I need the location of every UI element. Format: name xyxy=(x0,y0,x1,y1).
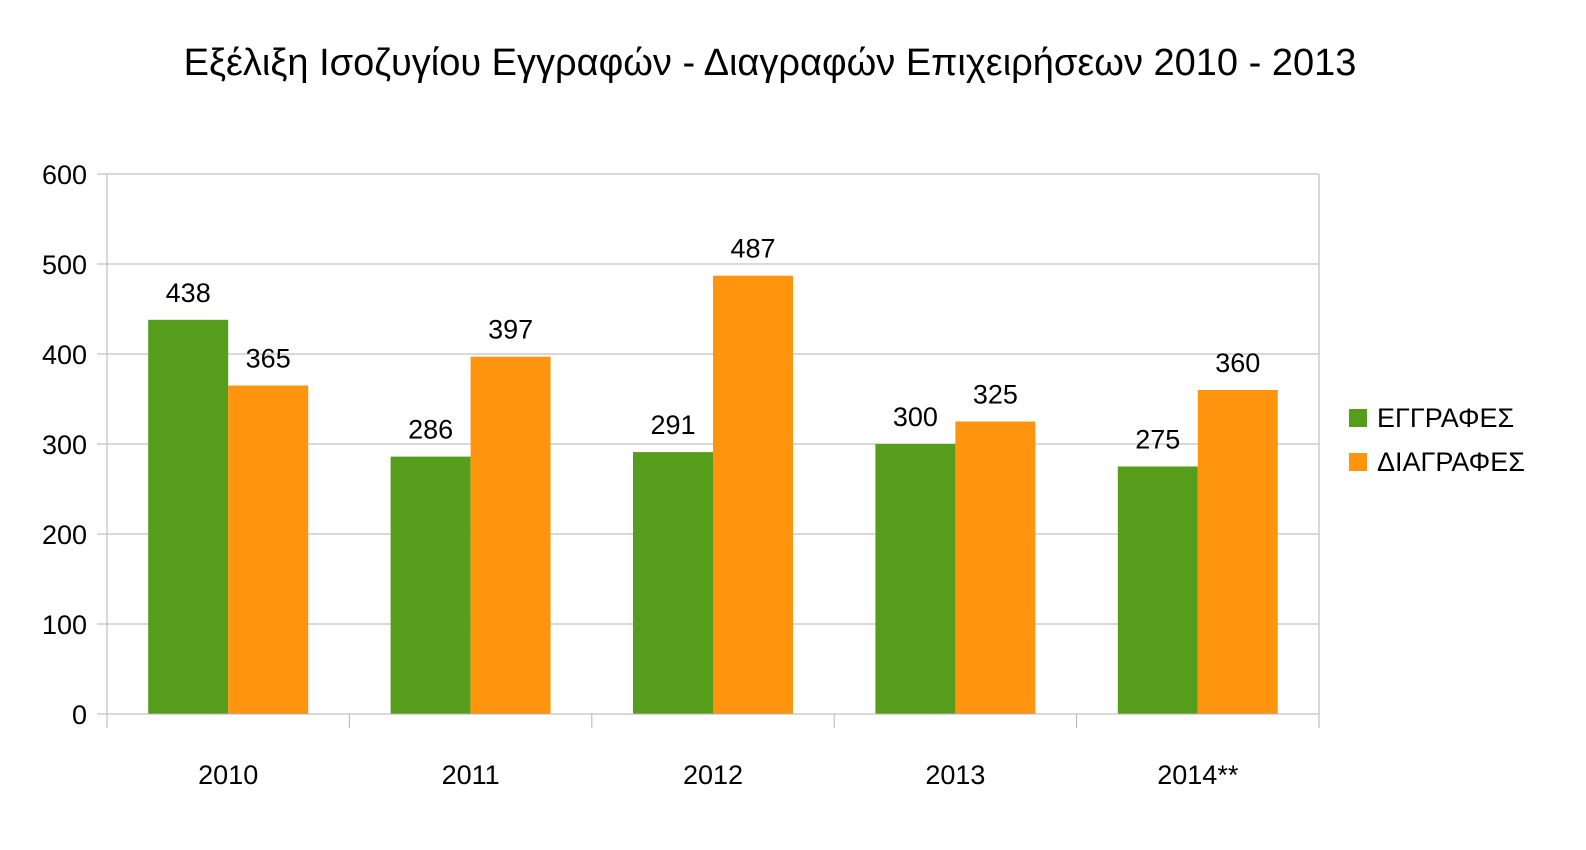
data-label: 365 xyxy=(246,344,291,374)
data-label: 397 xyxy=(488,315,533,345)
y-tick-label: 500 xyxy=(42,250,87,280)
x-tick-label: 2012 xyxy=(683,760,743,790)
x-tick-label: 2014** xyxy=(1157,760,1239,790)
y-tick-label: 400 xyxy=(42,340,87,370)
bar xyxy=(1117,466,1198,714)
data-label: 487 xyxy=(730,234,775,264)
y-tick-label: 200 xyxy=(42,520,87,550)
chart-title: Εξέλιξη Ισοζυγίου Εγγραφών - Διαγραφών Ε… xyxy=(183,42,1357,84)
y-tick-label: 0 xyxy=(72,700,87,730)
bar xyxy=(390,456,471,714)
bar xyxy=(713,275,793,714)
legend-swatch-eggrafes xyxy=(1349,409,1367,427)
legend-swatch-diagrafes xyxy=(1349,453,1367,471)
legend-label-diagrafes: ΔΙΑΓΡΑΦΕΣ xyxy=(1377,446,1525,477)
data-label: 438 xyxy=(166,278,211,308)
y-tick-label: 600 xyxy=(42,160,87,190)
x-tick-label: 2013 xyxy=(925,760,985,790)
bar xyxy=(470,356,551,714)
data-label: 300 xyxy=(893,402,938,432)
data-label: 275 xyxy=(1135,425,1180,455)
data-label: 291 xyxy=(650,410,695,440)
x-tick-label: 2010 xyxy=(198,760,258,790)
data-label: 286 xyxy=(408,415,453,445)
bar xyxy=(875,444,956,714)
x-tick-label: 2011 xyxy=(442,760,500,790)
bar xyxy=(1197,390,1278,714)
legend-item-diagrafes: ΔΙΑΓΡΑΦΕΣ xyxy=(1349,440,1525,484)
legend-item-eggrafes: ΕΓΓΡΑΦΕΣ xyxy=(1349,396,1525,440)
bar xyxy=(228,385,309,714)
data-labels: 438 365 286 397 291 487 300 325 275 360 xyxy=(166,234,1261,455)
bars xyxy=(148,275,1278,714)
data-label: 325 xyxy=(973,380,1018,410)
y-tick-label: 300 xyxy=(42,430,87,460)
bar xyxy=(148,319,229,714)
legend: ΕΓΓΡΑΦΕΣ ΔΙΑΓΡΑΦΕΣ xyxy=(1349,396,1525,484)
legend-label-eggrafes: ΕΓΓΡΑΦΕΣ xyxy=(1377,402,1515,433)
data-label: 360 xyxy=(1215,348,1260,378)
y-tick-label: 100 xyxy=(42,610,87,640)
axes: 0 100 200 300 400 500 600 2010 2011 2012 2013 2014*… xyxy=(42,160,1320,790)
bar xyxy=(955,421,1036,714)
bar xyxy=(633,452,713,714)
